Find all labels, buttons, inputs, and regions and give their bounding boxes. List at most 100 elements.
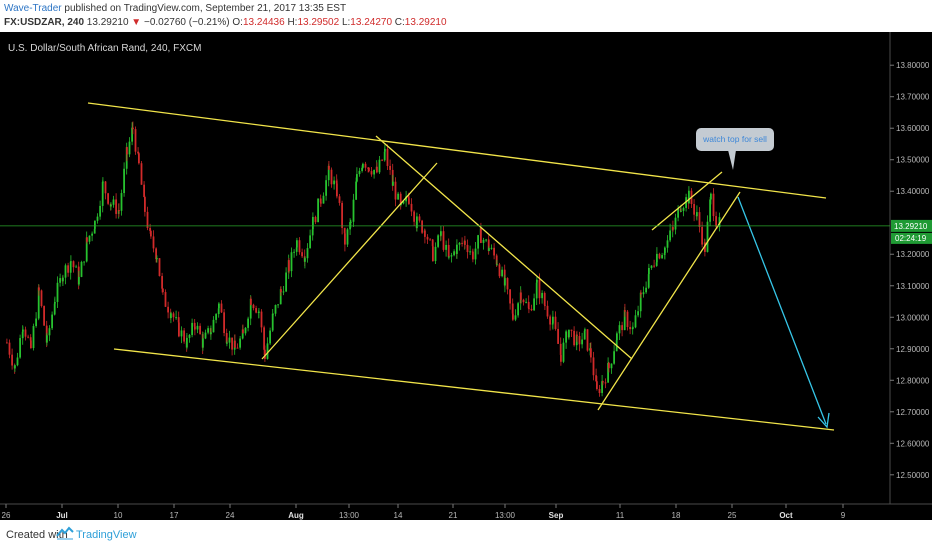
candle-313 bbox=[632, 322, 634, 329]
candles-layer bbox=[6, 121, 721, 397]
candle-134 bbox=[274, 304, 277, 317]
candle-182 bbox=[370, 167, 373, 177]
candle-331 bbox=[669, 223, 671, 243]
candle-211 bbox=[429, 237, 431, 241]
candle-8 bbox=[22, 326, 24, 339]
candle-132 bbox=[271, 308, 274, 332]
candle-94 bbox=[194, 323, 196, 336]
candle-231 bbox=[469, 245, 471, 255]
candle-190 bbox=[386, 144, 389, 170]
candle-215 bbox=[437, 234, 439, 249]
candle-319 bbox=[645, 281, 647, 294]
candle-277 bbox=[560, 354, 562, 366]
candle-53 bbox=[112, 195, 115, 208]
candle-84 bbox=[175, 310, 177, 320]
candle-25 bbox=[56, 276, 59, 308]
candle-233 bbox=[472, 248, 474, 263]
candle-209 bbox=[424, 228, 426, 244]
candle-57 bbox=[120, 189, 123, 216]
wedge-lower-line bbox=[597, 191, 741, 411]
candle-120 bbox=[247, 316, 249, 332]
candle-349 bbox=[704, 239, 706, 257]
candle-270 bbox=[546, 300, 549, 319]
chart-area[interactable]: watch top for sell 13.80000 13.70000 13.60… bbox=[0, 32, 932, 520]
candle-281 bbox=[568, 329, 570, 340]
x-tick-label-3: 17 bbox=[170, 511, 179, 520]
candle-298 bbox=[602, 380, 604, 386]
candle-122 bbox=[250, 296, 252, 306]
x-tick-label-9: 13:00 bbox=[495, 511, 516, 520]
candle-345 bbox=[696, 205, 698, 221]
candle-76 bbox=[158, 257, 161, 277]
candle-52 bbox=[110, 202, 112, 211]
candle-155 bbox=[317, 198, 319, 223]
candle-249 bbox=[504, 274, 506, 293]
candle-294 bbox=[595, 368, 597, 382]
candle-251 bbox=[509, 289, 511, 310]
candle-161 bbox=[328, 160, 330, 170]
candle-143 bbox=[293, 249, 295, 258]
candle-329 bbox=[664, 246, 666, 260]
candle-54 bbox=[115, 193, 117, 219]
high-value: 13.29502 bbox=[297, 17, 340, 28]
price-value: 13.29210 bbox=[86, 17, 129, 28]
open-value: 13.24436 bbox=[242, 17, 285, 28]
candle-62 bbox=[131, 122, 133, 146]
candle-187 bbox=[381, 159, 383, 162]
candle-241 bbox=[488, 246, 490, 252]
candle-222 bbox=[450, 252, 453, 263]
candle-262 bbox=[530, 304, 533, 312]
candle-314 bbox=[634, 309, 637, 329]
footer: Created with TradingView bbox=[0, 520, 932, 550]
candle-92 bbox=[191, 318, 193, 338]
candle-245 bbox=[496, 260, 498, 266]
candle-318 bbox=[642, 286, 645, 298]
candle-193 bbox=[392, 174, 394, 186]
published-text: published on TradingView.com, September … bbox=[64, 3, 347, 14]
candle-238 bbox=[482, 237, 485, 250]
candle-356 bbox=[718, 212, 721, 232]
candle-26 bbox=[59, 273, 61, 287]
candle-285 bbox=[576, 330, 578, 342]
chart-header: Wave-Trader published on TradingView.com… bbox=[0, 0, 932, 32]
annotation-callout: watch top for sell bbox=[696, 128, 774, 170]
y-tick-label-10: 12.70000 bbox=[896, 408, 930, 417]
current-price-badge bbox=[891, 219, 932, 232]
candle-72 bbox=[150, 229, 152, 239]
candle-301 bbox=[608, 361, 610, 373]
candle-269 bbox=[544, 298, 546, 311]
candle-259 bbox=[525, 298, 527, 304]
candle-253 bbox=[512, 310, 514, 322]
candle-267 bbox=[541, 290, 543, 304]
candle-126 bbox=[258, 308, 260, 319]
candle-13 bbox=[32, 323, 35, 351]
candle-240 bbox=[487, 235, 490, 255]
candle-118 bbox=[242, 324, 244, 334]
candle-278 bbox=[562, 338, 565, 364]
low-label: L: bbox=[341, 17, 351, 28]
candle-1 bbox=[8, 339, 11, 359]
y-tick-label-8: 12.90000 bbox=[896, 345, 930, 354]
candle-254 bbox=[514, 309, 517, 322]
author-link[interactable]: Wave-Trader bbox=[4, 3, 62, 14]
x-tick-label-7: 14 bbox=[394, 511, 403, 520]
candle-181 bbox=[368, 167, 370, 173]
candle-165 bbox=[336, 178, 338, 199]
y-tick-label-3: 13.50000 bbox=[896, 156, 930, 165]
channel-lower-line bbox=[113, 348, 835, 431]
high-label: H: bbox=[287, 17, 298, 28]
candle-159 bbox=[325, 175, 327, 201]
candle-98 bbox=[202, 332, 204, 351]
chart-canvas[interactable]: watch top for sell 13.80000 13.70000 13.60… bbox=[0, 32, 932, 520]
candle-186 bbox=[378, 156, 381, 175]
candle-110 bbox=[226, 340, 228, 347]
candle-61 bbox=[128, 137, 131, 158]
x-tick-label-6: 13:00 bbox=[339, 511, 360, 520]
x-tick-label-0: 26 bbox=[2, 511, 11, 520]
candle-64 bbox=[134, 126, 137, 155]
candle-127 bbox=[260, 309, 263, 333]
candle-152 bbox=[311, 229, 314, 241]
tradingview-brand[interactable]: TradingView bbox=[76, 529, 137, 541]
candle-210 bbox=[426, 234, 429, 245]
candle-96 bbox=[199, 323, 201, 335]
